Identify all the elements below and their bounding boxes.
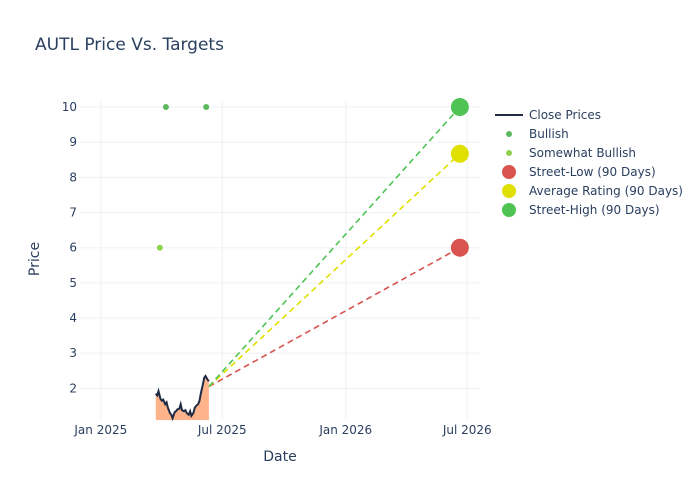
target-dashed-line xyxy=(208,153,461,388)
y-tick-label: 8 xyxy=(69,170,77,184)
y-tick-label: 9 xyxy=(69,135,77,149)
y-tick-label: 7 xyxy=(69,206,77,220)
rating-marker xyxy=(203,104,210,111)
chart-title: AUTL Price Vs. Targets xyxy=(35,35,224,55)
target-dashed-line xyxy=(208,106,461,388)
legend-label: Somewhat Bullish xyxy=(529,146,636,160)
target-dashed-line xyxy=(208,246,461,388)
close-price-path xyxy=(155,374,210,422)
rating-marker xyxy=(156,244,163,251)
legend-marker-swatch xyxy=(502,184,516,198)
y-axis-title: Price xyxy=(27,242,43,276)
y-tick-label: 2 xyxy=(69,381,77,395)
y-axis-ticks: 2 3 4 5 6 7 8 9 10 xyxy=(62,100,77,395)
y-tick-label: 3 xyxy=(69,346,77,360)
legend-dot-swatch xyxy=(506,131,512,137)
target-marker xyxy=(450,144,469,163)
legend-label: Street-High (90 Days) xyxy=(529,203,660,217)
x-tick-label: Jul 2026 xyxy=(442,423,492,437)
close-price-area xyxy=(155,376,209,420)
rating-markers xyxy=(156,104,210,251)
x-axis-title: Date xyxy=(263,449,296,465)
target-marker xyxy=(450,238,469,257)
rating-marker xyxy=(162,104,169,111)
y-tick-label: 4 xyxy=(69,311,77,325)
legend-marker-swatch xyxy=(502,165,516,179)
legend-label: Street-Low (90 Days) xyxy=(529,165,656,179)
target-lines xyxy=(208,98,469,388)
x-axis-ticks: Jan 2025 Jul 2025 Jan 2026 Jul 2026 xyxy=(73,423,491,437)
x-tick-label: Jul 2025 xyxy=(197,423,247,437)
close-price-fill xyxy=(155,376,209,420)
legend: Close Prices Bullish Somewhat Bullish Stree… xyxy=(495,108,683,217)
legend-dot-swatch xyxy=(506,150,512,156)
target-marker xyxy=(450,98,469,117)
close-price-line xyxy=(155,374,210,422)
legend-label: Bullish xyxy=(529,127,569,141)
legend-label: Close Prices xyxy=(529,108,601,122)
y-tick-label: 5 xyxy=(69,276,77,290)
x-tick-label: Jan 2026 xyxy=(318,423,372,437)
legend-label: Average Rating (90 Days) xyxy=(529,184,683,198)
legend-marker-swatch xyxy=(502,203,516,217)
x-tick-label: Jan 2025 xyxy=(73,423,127,437)
gridlines xyxy=(80,100,480,420)
y-tick-label: 6 xyxy=(69,241,77,255)
y-tick-label: 10 xyxy=(62,100,77,114)
